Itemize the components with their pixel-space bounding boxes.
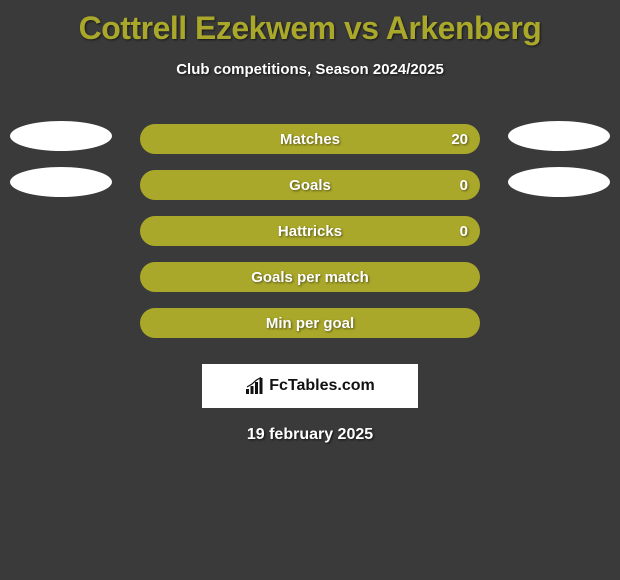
stat-row-hattricks: Hattricks 0 — [0, 208, 620, 254]
stat-label: Min per goal — [266, 315, 354, 332]
stat-bar: Hattricks 0 — [140, 216, 480, 246]
stat-row-matches: Matches 20 — [0, 116, 620, 162]
stat-row-min-per-goal: Min per goal — [0, 300, 620, 346]
stat-bar: Min per goal — [140, 308, 480, 338]
stat-label: Goals — [289, 177, 331, 194]
right-value-ellipse — [508, 121, 610, 151]
left-value-ellipse — [10, 121, 112, 151]
stat-value: 20 — [451, 131, 468, 148]
brand-text: FcTables.com — [269, 377, 375, 395]
stat-row-goals-per-match: Goals per match — [0, 254, 620, 300]
comparison-title: Cottrell Ezekwem vs Arkenberg — [0, 0, 620, 47]
stat-bar: Goals per match — [140, 262, 480, 292]
stat-bar: Matches 20 — [140, 124, 480, 154]
stat-label: Hattricks — [278, 223, 342, 240]
stat-row-goals: Goals 0 — [0, 162, 620, 208]
stats-section: Matches 20 Goals 0 Hattricks 0 Goals per… — [0, 116, 620, 346]
stat-value: 0 — [460, 223, 468, 240]
stat-label: Goals per match — [251, 269, 369, 286]
comparison-subtitle: Club competitions, Season 2024/2025 — [0, 61, 620, 78]
snapshot-date: 19 february 2025 — [0, 426, 620, 444]
brand-inner: FcTables.com — [245, 377, 375, 395]
stat-value: 0 — [460, 177, 468, 194]
right-value-ellipse — [508, 167, 610, 197]
bar-chart-icon — [245, 377, 265, 395]
stat-bar: Goals 0 — [140, 170, 480, 200]
stat-label: Matches — [280, 131, 340, 148]
left-value-ellipse — [10, 167, 112, 197]
brand-badge: FcTables.com — [202, 364, 418, 408]
